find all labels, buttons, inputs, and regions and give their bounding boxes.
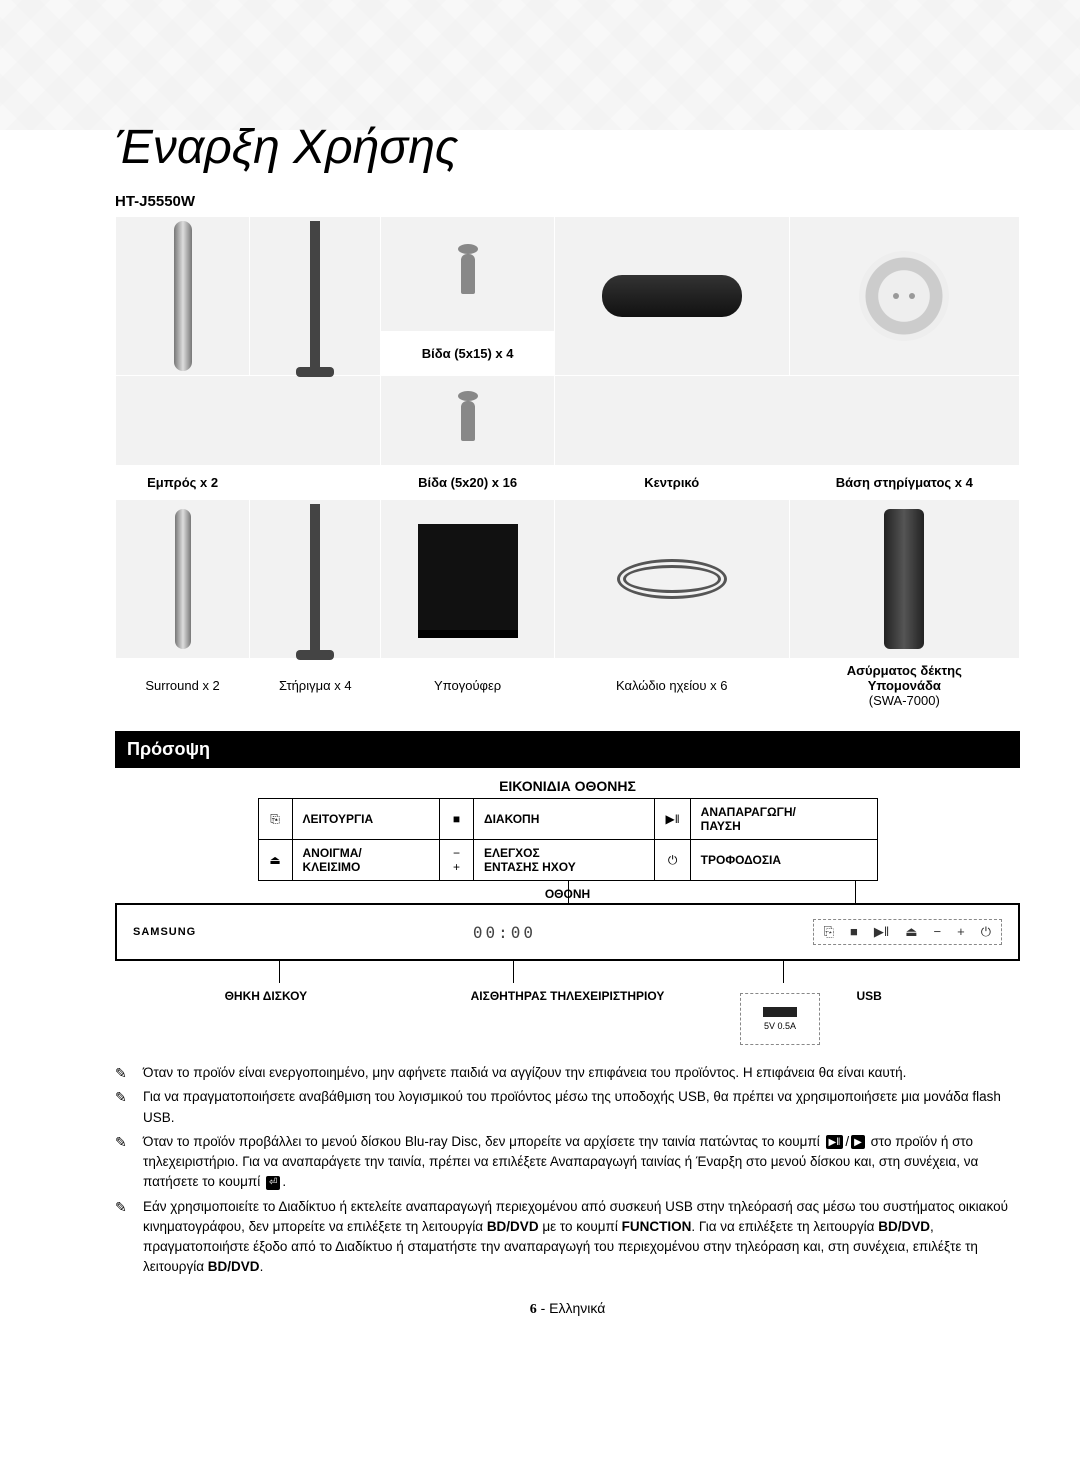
notes-list: Όταν το προϊόν είναι ενεργοποιημένο, μην… xyxy=(115,1063,1020,1278)
sub-label: Υπογούφερ xyxy=(381,659,554,713)
page-footer: 6 - Ελληνικά xyxy=(115,1300,1020,1318)
panel-plus-icon: + xyxy=(957,924,965,940)
play-inline-icon: ▶ xyxy=(851,1135,865,1149)
openclose-icon: ⏏ xyxy=(258,840,292,881)
power-icon: ⏻ xyxy=(655,840,690,881)
screw-b-image xyxy=(381,376,554,466)
panel-minus-icon: − xyxy=(934,924,942,940)
device-front-panel: SAMSUNG 00:00 ⎘ ■ ▶ǁ ⏏ − + ⏻ xyxy=(115,903,1020,961)
components-table: Βίδα (5x15) x 4 Εμπρός x 2 Βίδα (5x20) x… xyxy=(115,216,1020,713)
panel-eject-icon: ⏏ xyxy=(905,924,917,940)
cable-label: Καλώδιο ηχείου x 6 xyxy=(554,659,789,713)
enter-inline-icon: ⏎ xyxy=(266,1176,280,1190)
note-3: Όταν το προϊόν προβάλλει το μενού δίσκου… xyxy=(115,1132,1020,1193)
page-title: Έναρξη Χρήσης xyxy=(115,0,1020,175)
display-readout: 00:00 xyxy=(473,923,536,942)
stand-label: Βάση στηρίγματος x 4 xyxy=(789,466,1019,500)
disc-tray-label: ΘΗΚΗ ΔΙΣΚΟΥ xyxy=(115,989,417,1003)
brand-logo: SAMSUNG xyxy=(133,926,196,938)
surround-speaker-image xyxy=(116,500,250,659)
remote-sensor-label: ΑΙΣΘΗΤΗΡΑΣ ΤΗΛΕΧΕΙΡΙΣΤΗΡΙΟΥ xyxy=(417,989,719,1003)
screw-a-label: Βίδα (5x15) x 4 xyxy=(381,332,554,376)
playpause-inline-icon: ▶ǁ xyxy=(826,1135,844,1149)
cable-image xyxy=(554,500,789,659)
function-label: ΛΕΙΤΟΥΡΓΙΑ xyxy=(292,799,439,840)
stop-label: ΔΙΑΚΟΠΗ xyxy=(473,799,655,840)
note-1: Όταν το προϊόν είναι ενεργοποιημένο, μην… xyxy=(115,1063,1020,1083)
front-speaker-image xyxy=(116,217,250,376)
openclose-label: ΑΝΟΙΓΜΑ/ ΚΛΕΙΣΙΜΟ xyxy=(292,840,439,881)
function-icon: ⎘ xyxy=(258,799,292,840)
panel-function-icon: ⎘ xyxy=(824,924,834,940)
usb-port: 5V 0.5A xyxy=(740,993,820,1045)
screw-a-image xyxy=(381,217,554,332)
stand-base-image xyxy=(789,217,1019,376)
column-image-2 xyxy=(250,500,381,659)
panel-play-icon: ▶ǁ xyxy=(874,924,889,940)
model-number: HT-J5550W xyxy=(115,193,1020,210)
panel-stop-icon: ■ xyxy=(850,924,858,940)
volume-label: ΕΛΕΓΧΟΣ ΕΝΤΑΣΗΣ ΗΧΟΥ xyxy=(473,840,655,881)
center-speaker-image xyxy=(554,217,789,376)
column-image-1 xyxy=(250,217,381,376)
screw-b-label: Βίδα (5x20) x 16 xyxy=(381,466,554,500)
front-panel-heading: Πρόσοψη xyxy=(115,731,1020,768)
column-label: Στήριγμα x 4 xyxy=(250,659,381,713)
panel-controls: ⎘ ■ ▶ǁ ⏏ − + ⏻ xyxy=(813,919,1002,945)
front-label: Εμπρός x 2 xyxy=(116,466,250,500)
display-icons-table: ⎘ ΛΕΙΤΟΥΡΓΙΑ ■ ΔΙΑΚΟΠΗ ▶ǁ ΑΝΑΠΑΡΑΓΩΓΗ/ Π… xyxy=(258,798,878,881)
power-label: ΤΡΟΦΟΔΟΣΙΑ xyxy=(690,840,877,881)
volume-icon: − + xyxy=(439,840,473,881)
panel-power-icon: ⏻ xyxy=(981,924,991,940)
note-4: Εάν χρησιμοποιείτε το Διαδίκτυο ή εκτελε… xyxy=(115,1197,1020,1278)
playpause-icon: ▶ǁ xyxy=(655,799,690,840)
playpause-label: ΑΝΑΠΑΡΑΓΩΓΗ/ ΠΑΥΣΗ xyxy=(690,799,877,840)
center-label: Κεντρικό xyxy=(554,466,789,500)
wireless-receiver-image xyxy=(789,500,1019,659)
note-2: Για να πραγματοποιήσετε αναβάθμιση του λ… xyxy=(115,1087,1020,1128)
stop-icon: ■ xyxy=(439,799,473,840)
surround-label: Surround x 2 xyxy=(116,659,250,713)
display-icons-heading: ΕΙΚΟΝΙΔΙΑ ΟΘΟΝΗΣ xyxy=(115,778,1020,794)
subwoofer-image xyxy=(381,500,554,659)
wireless-label: Ασύρματος δέκτης Υπομονάδα (SWA-7000) xyxy=(789,659,1019,713)
